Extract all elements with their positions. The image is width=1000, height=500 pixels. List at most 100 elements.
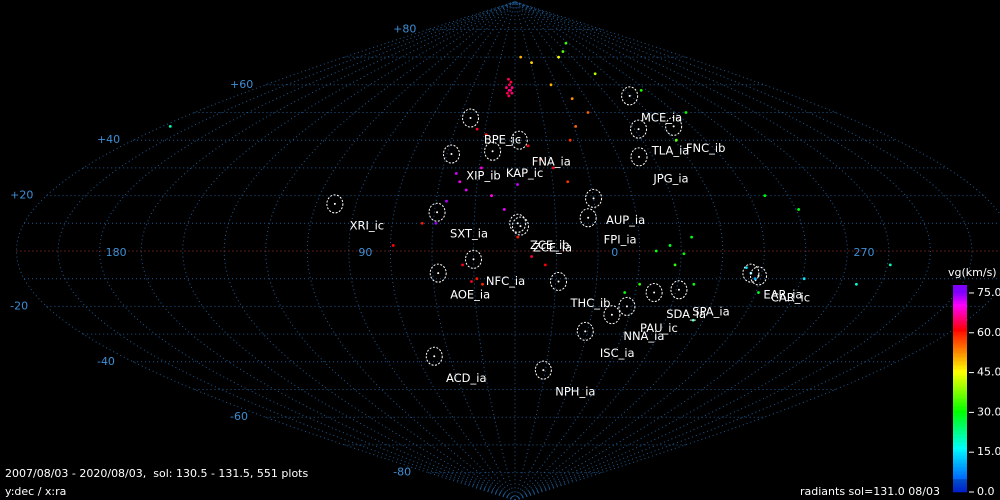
colorbar-slice <box>953 310 967 312</box>
shower-circle <box>585 188 603 208</box>
shower-circle <box>630 119 648 139</box>
colorbar-slice <box>953 456 967 458</box>
colorbar-slice <box>953 354 967 356</box>
colorbar-slice <box>953 294 967 296</box>
shower-circle <box>618 296 636 316</box>
colorbar-slice <box>953 371 967 373</box>
colorbar-slice <box>953 334 967 336</box>
shower-center <box>677 288 680 291</box>
colorbar-slice <box>953 461 967 464</box>
shower-circle <box>645 283 663 303</box>
shower-label: NFC_ia <box>486 274 525 288</box>
y-tick-label: +40 <box>97 133 120 146</box>
colorbar-slice <box>953 419 967 421</box>
shower-label: THC_ib <box>570 296 611 310</box>
colorbar-slice <box>953 484 967 486</box>
colorbar-slice <box>953 343 967 346</box>
shower-label: NPH_ia <box>555 385 595 399</box>
colorbar-slice <box>953 449 967 452</box>
shower-label: FPI_ia <box>604 232 637 246</box>
colorbar-slice <box>953 442 967 445</box>
shower-circle <box>465 249 483 269</box>
colorbar-slice <box>953 322 967 324</box>
colorbar-slice <box>953 416 967 418</box>
shower-center <box>469 117 472 120</box>
colorbar-slice <box>953 392 967 395</box>
colorbar-slice <box>953 355 967 357</box>
colorbar-label: 75.0 <box>977 286 1000 299</box>
colorbar-slice <box>953 286 967 288</box>
shower-center <box>592 197 595 200</box>
radiant-point <box>505 86 508 89</box>
radiant-point <box>490 194 493 198</box>
shower-circle <box>670 280 688 300</box>
colorbar-slice <box>953 326 967 328</box>
colorbar-slice <box>953 383 967 385</box>
shower-label: TLA_ia <box>651 144 690 158</box>
colorbar-slice <box>953 466 967 469</box>
colorbar-slice <box>953 369 967 372</box>
colorbar-slice <box>953 450 967 453</box>
colorbar-slice <box>953 481 967 484</box>
colorbar-slice <box>953 445 967 448</box>
shower-center <box>519 225 522 228</box>
colorbar-slice <box>953 347 967 349</box>
colorbar-slice <box>953 474 967 477</box>
radiant-point <box>561 50 565 53</box>
colorbar-slice <box>953 395 967 397</box>
colorbar-label: 60.0 <box>977 326 1000 339</box>
radiant-point <box>673 263 677 267</box>
x-tick-label: 270 <box>854 246 875 259</box>
colorbar-label: 30.0 <box>977 405 1000 418</box>
colorbar-slice <box>953 436 967 438</box>
radiant-point <box>510 86 514 89</box>
colorbar-slice <box>953 363 967 365</box>
colorbar-slice <box>953 404 967 407</box>
radiant-point <box>551 166 555 170</box>
colorbar-slice <box>953 335 967 338</box>
radiant-point <box>526 144 530 148</box>
shower-center <box>437 272 440 275</box>
colorbar-slice <box>953 296 967 299</box>
colorbar-slice <box>953 331 967 334</box>
shower-center <box>450 153 453 156</box>
radiant-point <box>480 166 483 170</box>
colorbar-slice <box>953 306 967 308</box>
radiant-point <box>475 127 479 131</box>
colorbar-slice <box>953 407 967 409</box>
colorbar-slice <box>953 388 967 391</box>
radiant-point <box>168 124 172 128</box>
radiant-point <box>454 172 458 175</box>
colorbar-slice <box>953 405 967 408</box>
shower-center <box>516 222 519 225</box>
shower-circle <box>462 108 480 128</box>
shower-circle <box>425 346 443 366</box>
colorbar-title: vg(km/s) <box>948 266 997 279</box>
colorbar-slice <box>953 462 967 465</box>
colorbar-slice <box>953 490 967 493</box>
radiant-point <box>570 97 574 101</box>
colorbar-slice <box>953 385 967 388</box>
colorbar-slice <box>953 328 967 331</box>
shower-center <box>333 202 336 205</box>
meridian <box>223 1 516 500</box>
radiant-point <box>481 282 484 286</box>
colorbar-slice <box>953 478 967 481</box>
x-tick-label: 180 <box>106 246 127 259</box>
radiant-point <box>757 291 760 294</box>
radiant-point <box>510 91 514 95</box>
colorbar-slice <box>953 446 967 449</box>
colorbar-slice <box>953 342 967 344</box>
colorbar-slice <box>953 465 967 468</box>
colorbar-slice <box>953 409 967 412</box>
colorbar-slice <box>953 486 967 489</box>
colorbar-slice <box>953 320 967 323</box>
caption: radiants sol=131.0 08/03 <box>800 485 940 498</box>
shower-label: EAR_ia <box>763 288 802 302</box>
radiant-point <box>684 111 688 114</box>
colorbar-slice <box>953 432 967 434</box>
y-tick-label: +60 <box>230 78 253 91</box>
y-tick-label: -40 <box>97 355 115 368</box>
radiant-point <box>568 138 572 142</box>
x-tick-label: 0 <box>611 246 618 259</box>
